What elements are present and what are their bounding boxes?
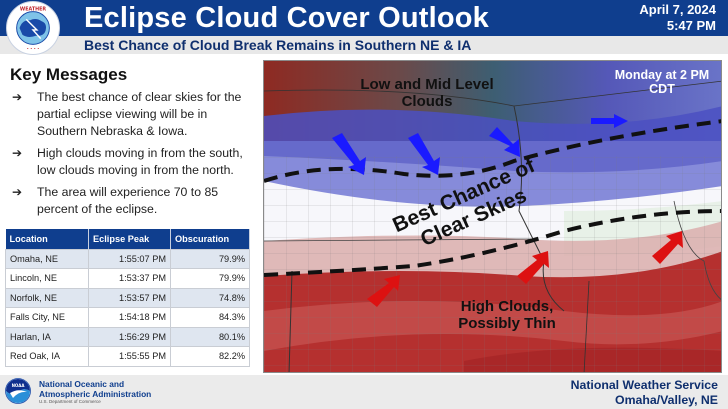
svg-text:• • • •: • • • • [27, 46, 40, 51]
cell-eclipse-peak: 1:53:37 PM [88, 268, 171, 289]
noaa-logo-icon: NOAA [5, 378, 31, 404]
cell-location: Lincoln, NE [5, 268, 89, 289]
arrow-right-icon: ➔ [12, 185, 23, 199]
nws-office: National Weather Service Omaha/Valley, N… [571, 378, 718, 407]
arrow-right-icon: ➔ [12, 90, 23, 104]
label-high-clouds-line1: High Clouds, [460, 298, 554, 315]
table-row: Red Oak, IA 1:55:55 PM 82.2% [5, 346, 250, 367]
noaa-name: National Oceanic and Atmospheric Adminis… [39, 379, 152, 399]
table-row: Omaha, NE 1:55:07 PM 79.9% [5, 248, 250, 269]
label-high-clouds: High Clouds, Possibly Thin [442, 298, 572, 333]
cloud-cover-map: Low and Mid Level Clouds Monday at 2 PM … [263, 60, 722, 373]
cell-eclipse-peak: 1:55:55 PM [88, 346, 171, 367]
column-header-location: Location [5, 229, 89, 249]
table-row: Lincoln, NE 1:53:37 PM 79.9% [5, 268, 250, 289]
cell-obscuration: 80.1% [170, 326, 250, 347]
table-row: Norfolk, NE 1:53:57 PM 74.8% [5, 287, 250, 308]
cell-eclipse-peak: 1:53:57 PM [88, 287, 171, 308]
page-subtitle: Best Chance of Cloud Break Remains in So… [84, 37, 472, 53]
key-message-text: The best chance of clear skies for the p… [37, 90, 242, 138]
column-header-eclipse-peak: Eclipse Peak [88, 229, 171, 249]
cell-obscuration: 79.9% [170, 248, 250, 269]
footer-bar [0, 375, 728, 409]
cell-location: Red Oak, IA [5, 346, 89, 367]
table-row: Harlan, IA 1:56:29 PM 80.1% [5, 326, 250, 347]
key-messages-list: ➔ The best chance of clear skies for the… [12, 89, 252, 223]
cell-eclipse-peak: 1:54:18 PM [88, 307, 171, 328]
header-bar [0, 0, 728, 36]
svg-text:WEATHER: WEATHER [20, 7, 46, 13]
cell-eclipse-peak: 1:55:07 PM [88, 248, 171, 269]
nws-office-line2: Omaha/Valley, NE [615, 392, 718, 407]
cell-obscuration: 74.8% [170, 287, 250, 308]
label-low-mid-clouds: Low and Mid Level Clouds [360, 76, 494, 111]
cell-obscuration: 79.9% [170, 268, 250, 289]
table-header-row: Location Eclipse Peak Obscuration [5, 229, 250, 249]
key-message-text: The area will experience 70 to 85 percen… [37, 185, 219, 216]
key-message-text: High clouds moving in from the south, lo… [37, 146, 243, 177]
nws-logo-icon: WEATHER • • • • [6, 1, 60, 55]
label-valid-time: Monday at 2 PM CDT [614, 68, 710, 97]
label-high-clouds-line2: Possibly Thin [458, 315, 556, 333]
cloud-cover-map-graphic [264, 61, 721, 372]
cell-obscuration: 82.2% [170, 346, 250, 367]
key-messages-title: Key Messages [10, 65, 128, 84]
low-cloud-arrow-icon [332, 114, 628, 175]
noaa-name-line1: National Oceanic and [39, 379, 125, 389]
noaa-department: U.S. Department of Commerce [39, 399, 101, 404]
svg-text:NOAA: NOAA [12, 383, 26, 388]
cell-obscuration: 84.3% [170, 307, 250, 328]
arrow-right-icon: ➔ [12, 146, 23, 160]
high-cloud-arrow-icon [367, 231, 683, 307]
nws-office-line1: National Weather Service [570, 378, 718, 392]
eclipse-peak-table: Location Eclipse Peak Obscuration Omaha,… [5, 229, 250, 367]
page-title: Eclipse Cloud Cover Outlook [84, 2, 490, 34]
cell-location: Falls City, NE [5, 307, 89, 328]
column-header-obscuration: Obscuration [170, 229, 250, 249]
noaa-name-line2: Atmospheric Administration [39, 388, 152, 399]
cell-location: Harlan, IA [5, 326, 89, 347]
table-row: Falls City, NE 1:54:18 PM 84.3% [5, 307, 250, 328]
subheader-bar [0, 36, 728, 54]
cell-eclipse-peak: 1:56:29 PM [88, 326, 171, 347]
issued-datetime: April 7, 2024 5:47 PM [639, 2, 716, 34]
issued-date: April 7, 2024 [639, 2, 716, 17]
issued-time: 5:47 PM [666, 18, 716, 33]
key-message-item: ➔ The area will experience 70 to 85 perc… [12, 184, 252, 218]
cell-location: Norfolk, NE [5, 287, 89, 308]
key-message-item: ➔ The best chance of clear skies for the… [12, 89, 252, 140]
cell-location: Omaha, NE [5, 248, 89, 269]
key-message-item: ➔ High clouds moving in from the south, … [12, 145, 252, 179]
